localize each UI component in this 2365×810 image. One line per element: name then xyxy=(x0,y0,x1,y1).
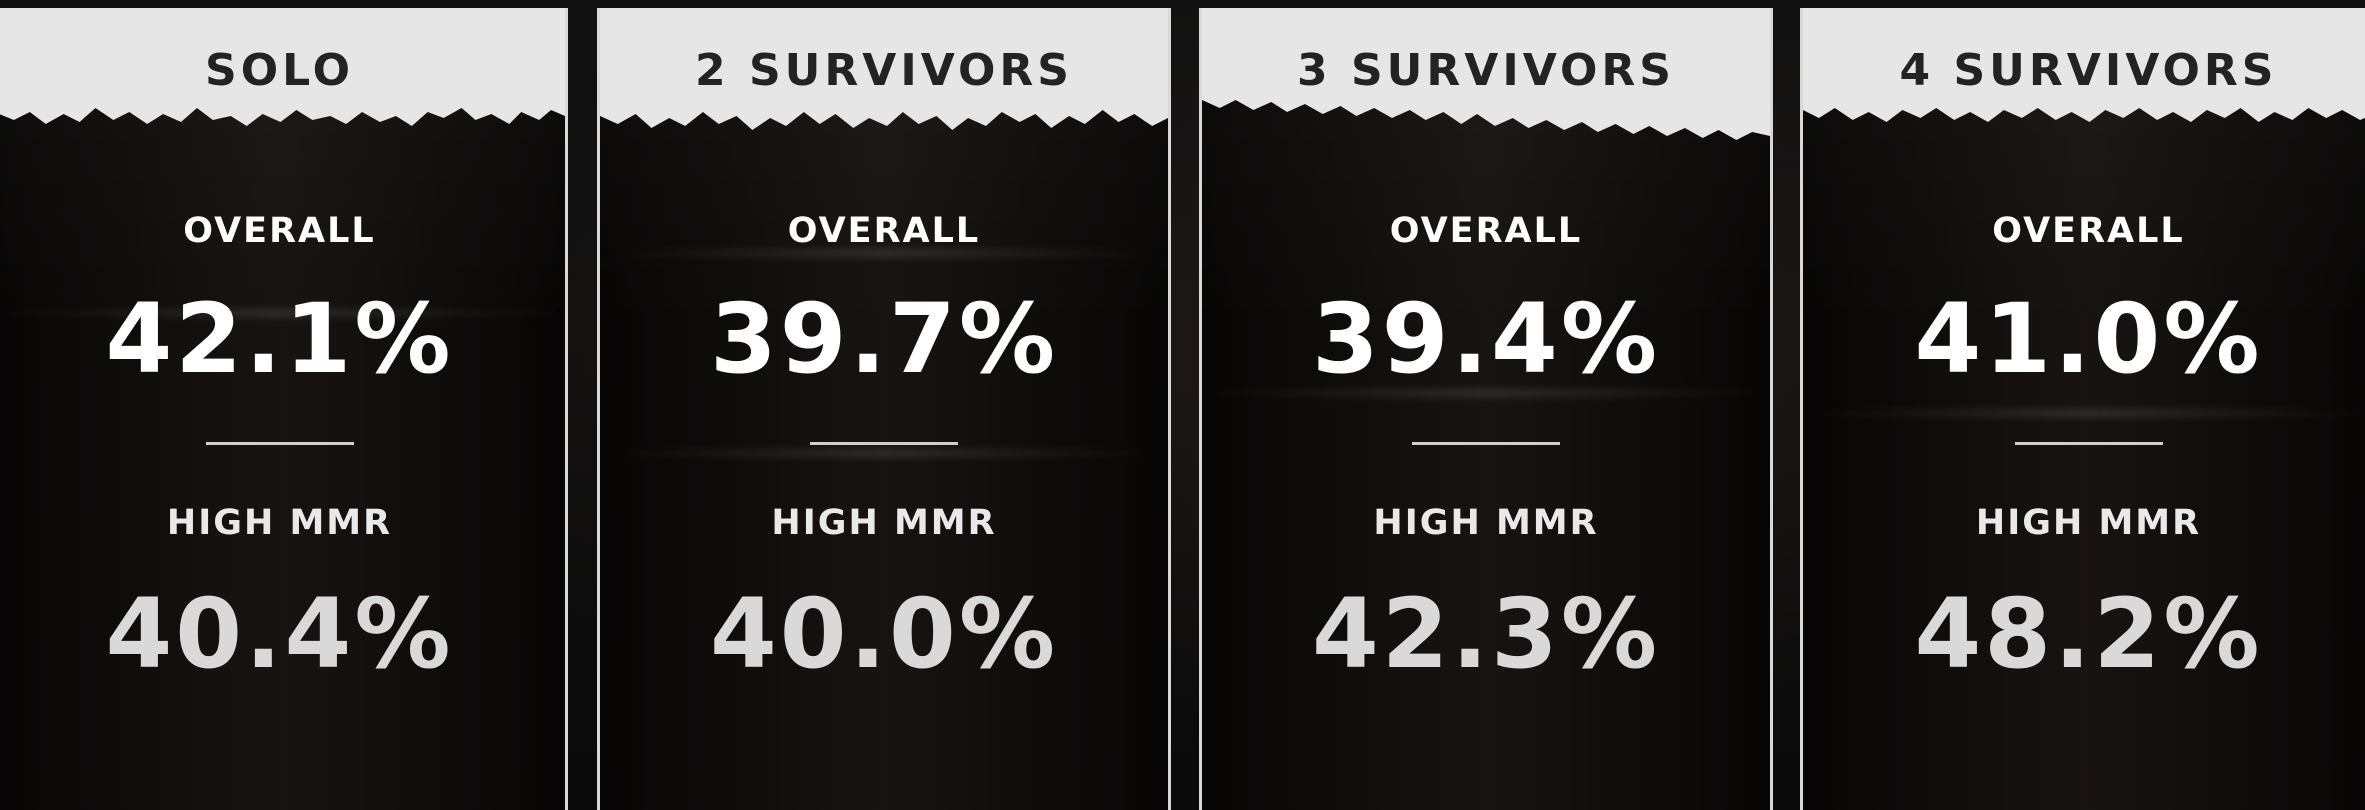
background-streak xyxy=(0,308,565,318)
torn-paper-banner xyxy=(1803,8,2365,122)
background-streak xyxy=(600,248,1168,258)
divider-line xyxy=(1412,442,1560,445)
high-mmr-label: HIGH MMR xyxy=(771,503,997,543)
card-header: 4 SURVIVORS xyxy=(1803,8,2365,148)
overall-label: OVERALL xyxy=(1389,211,1583,251)
high-mmr-value: 42.3% xyxy=(1311,578,1661,690)
card-title: SOLO xyxy=(205,45,354,96)
torn-paper-banner xyxy=(600,8,1168,130)
stat-card-4-survivors: 4 SURVIVORS OVERALL 41.0% HIGH MMR 48.2% xyxy=(1800,8,2365,810)
card-title: 2 SURVIVORS xyxy=(695,45,1073,96)
card-title: 3 SURVIVORS xyxy=(1297,45,1675,96)
divider-line xyxy=(810,442,958,445)
high-mmr-label: HIGH MMR xyxy=(166,503,393,543)
card-header: 2 SURVIVORS xyxy=(600,8,1168,148)
overall-label: OVERALL xyxy=(787,211,981,251)
overall-label: OVERALL xyxy=(1992,211,2185,251)
card-header: SOLO xyxy=(0,8,565,148)
divider-line xyxy=(2014,442,2163,445)
divider-line xyxy=(205,442,354,445)
overall-label: OVERALL xyxy=(183,211,376,251)
background-streak xyxy=(1202,388,1770,398)
high-mmr-value: 40.4% xyxy=(105,578,454,690)
high-mmr-value: 40.0% xyxy=(709,578,1059,690)
overall-value: 41.0% xyxy=(1914,283,2263,395)
stat-card-2-survivors: 2 SURVIVORS OVERALL 39.7% HIGH MMR 40.0% xyxy=(597,8,1171,810)
high-mmr-value: 48.2% xyxy=(1914,578,2263,690)
torn-paper-banner xyxy=(0,8,565,126)
card-title: 4 SURVIVORS xyxy=(1899,45,2278,96)
stat-card-3-survivors: 3 SURVIVORS OVERALL 39.4% HIGH MMR 42.3% xyxy=(1199,8,1773,810)
stat-card-solo: SOLO OVERALL 42.1% HIGH MMR 40.4% xyxy=(0,8,568,810)
background-streak xyxy=(600,448,1168,458)
torn-paper-banner xyxy=(1202,8,1770,140)
high-mmr-label: HIGH MMR xyxy=(1975,503,2202,543)
high-mmr-label: HIGH MMR xyxy=(1373,503,1599,543)
overall-value: 39.7% xyxy=(709,283,1059,395)
overall-value: 42.1% xyxy=(105,283,454,395)
background-streak xyxy=(1803,408,2365,418)
card-header: 3 SURVIVORS xyxy=(1202,8,1770,148)
overall-value: 39.4% xyxy=(1311,283,1661,395)
